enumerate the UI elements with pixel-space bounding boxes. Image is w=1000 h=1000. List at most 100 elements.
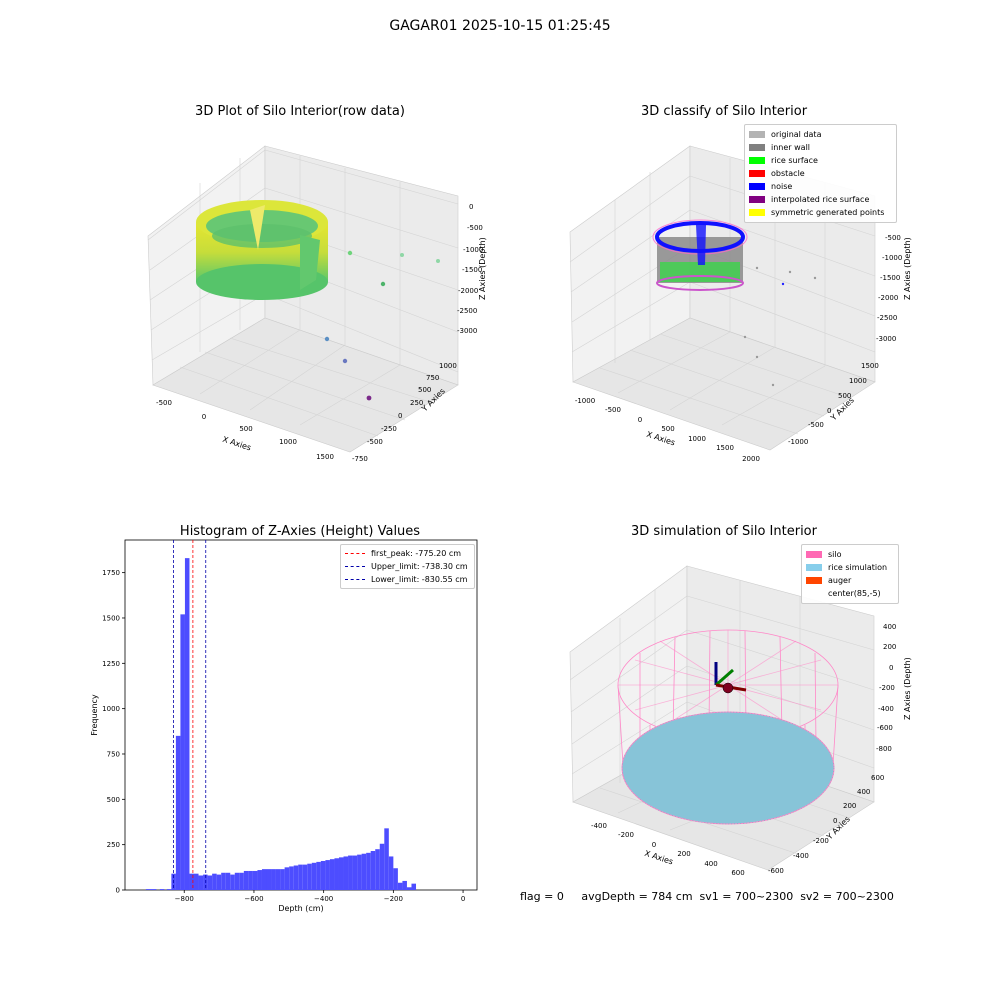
tick-label: 200: [677, 850, 690, 858]
tick-label: −400: [314, 895, 333, 903]
histogram-bar: [357, 854, 362, 890]
legend-label: rice simulation: [828, 563, 888, 572]
histogram-bar: [370, 851, 376, 890]
tick-label: -2500: [457, 307, 477, 315]
histogram-bar: [145, 889, 157, 890]
outlier-points: [324, 250, 440, 401]
tick-label: -500: [605, 406, 621, 414]
legend-item: Upper_limit: -738.30 cm: [345, 560, 470, 573]
legend-label: original data: [771, 130, 822, 139]
z-tick-labels: 400 200 0 -200 -400 -600 -800: [876, 623, 896, 753]
tick-label: -200: [813, 837, 829, 845]
legend-swatch: [806, 590, 822, 597]
legend-item: symmetric generated points: [749, 206, 892, 219]
histogram-bar: [175, 735, 181, 890]
histogram-bar: [302, 864, 308, 890]
subplot-histogram: Histogram of Z-Axies (Height) Values −80…: [0, 500, 500, 1000]
tick-label: 250: [107, 841, 120, 849]
z-axis-label: Z Axies (Depth): [478, 237, 487, 300]
tick-label: -200: [618, 831, 634, 839]
tick-label: 500: [661, 425, 674, 433]
legend-label: first_peak: -775.20 cm: [371, 549, 462, 558]
histogram-bar: [198, 875, 204, 890]
pane-floor: [572, 317, 876, 451]
histogram-bar: [361, 853, 367, 890]
y-axis-label: Frequency: [90, 694, 99, 736]
legend-item: Lower_limit: -830.55 cm: [345, 573, 470, 586]
histogram-bar: [216, 874, 222, 890]
x-axis-label: X Axies: [221, 435, 252, 453]
legend-label: auger: [828, 576, 852, 585]
tick-label: 200: [883, 643, 896, 651]
histogram-bar: [207, 875, 213, 890]
tick-label: 200: [843, 802, 856, 810]
classified-point-cloud: [652, 219, 817, 387]
tick-label: 2000: [742, 455, 760, 463]
legend-swatch: [749, 144, 765, 151]
histogram-bar: [338, 857, 344, 890]
x-axis-label: X Axies: [643, 849, 674, 867]
histogram-bar: [402, 880, 407, 890]
tick-label: -3000: [876, 335, 896, 343]
outlier-point: [324, 336, 330, 342]
legend-label: inner wall: [771, 143, 811, 152]
legend-label: silo: [828, 550, 842, 559]
status-footer: flag = 0 avgDepth = 784 cm sv1 = 700~230…: [520, 890, 894, 903]
legend-item: obstacle: [749, 167, 892, 180]
legend-label: noise: [771, 182, 793, 191]
tick-label: 0: [461, 895, 465, 903]
tick-label: 600: [871, 774, 884, 782]
legend: original data inner wall rice surface ob…: [744, 124, 897, 223]
histogram-bar: [348, 855, 353, 890]
x-tick-labels: -500 0 500 1000 1500: [156, 399, 334, 461]
subplot-title: 3D simulation of Silo Interior: [631, 524, 817, 539]
histogram-bar: [180, 614, 185, 890]
legend-label: center(85,-5): [828, 589, 881, 598]
histogram-bar: [406, 887, 412, 890]
tick-label: 400: [857, 788, 870, 796]
outlier-point: [400, 253, 404, 257]
y-tick-labels: 0 250 500 750 1000 1250 1500 1750: [102, 569, 125, 895]
histogram-bar: [379, 843, 385, 890]
legend-label: interpolated rice surface: [771, 195, 870, 204]
tick-label: −800: [175, 895, 194, 903]
x-axis-label: Depth (cm): [278, 904, 323, 913]
legend-item: inner wall: [749, 141, 892, 154]
z-tick-labels: 0 -500 -1000 -1500 -2000 -2500 -3000: [457, 203, 483, 335]
tick-label: 0: [398, 412, 402, 420]
legend-item: first_peak: -775.20 cm: [345, 547, 470, 560]
tick-label: -600: [768, 867, 784, 875]
legend-swatch: [749, 170, 765, 177]
histogram-bar: [320, 860, 326, 890]
histogram-bar: [203, 874, 208, 890]
histogram-bar: [298, 864, 303, 890]
legend-item: rice simulation: [806, 561, 894, 574]
histogram-bar: [194, 873, 199, 890]
histogram-bar: [248, 870, 253, 890]
histogram-bar: [289, 866, 294, 890]
histogram-bar: [316, 861, 321, 890]
histogram-bar: [234, 872, 240, 890]
legend-swatch: [749, 157, 765, 164]
tick-label: 750: [107, 750, 120, 758]
tick-label: -200: [879, 684, 895, 692]
tick-label: -750: [352, 455, 368, 463]
histogram-bar: [293, 865, 299, 890]
histogram-bar: [334, 858, 339, 890]
x-tick-labels: -1000 -500 0 500 1000 1500 2000: [575, 397, 760, 463]
tick-label: 1000: [439, 362, 457, 370]
tick-label: −200: [384, 895, 403, 903]
tick-label: -2000: [878, 294, 898, 302]
histogram-bar: [243, 870, 249, 890]
histogram-bar: [311, 862, 317, 890]
legend-item: rice surface: [749, 154, 892, 167]
tick-label: 500: [239, 425, 252, 433]
tick-label: 250: [410, 399, 423, 407]
rice-simulation-surface: [621, 711, 835, 825]
tick-label: 750: [426, 374, 439, 382]
tick-label: 400: [704, 860, 717, 868]
subplot-title: 3D Plot of Silo Interior(row data): [195, 104, 405, 119]
outlier-point: [380, 281, 386, 287]
histogram-bar: [239, 872, 244, 890]
tick-label: 1000: [849, 377, 867, 385]
